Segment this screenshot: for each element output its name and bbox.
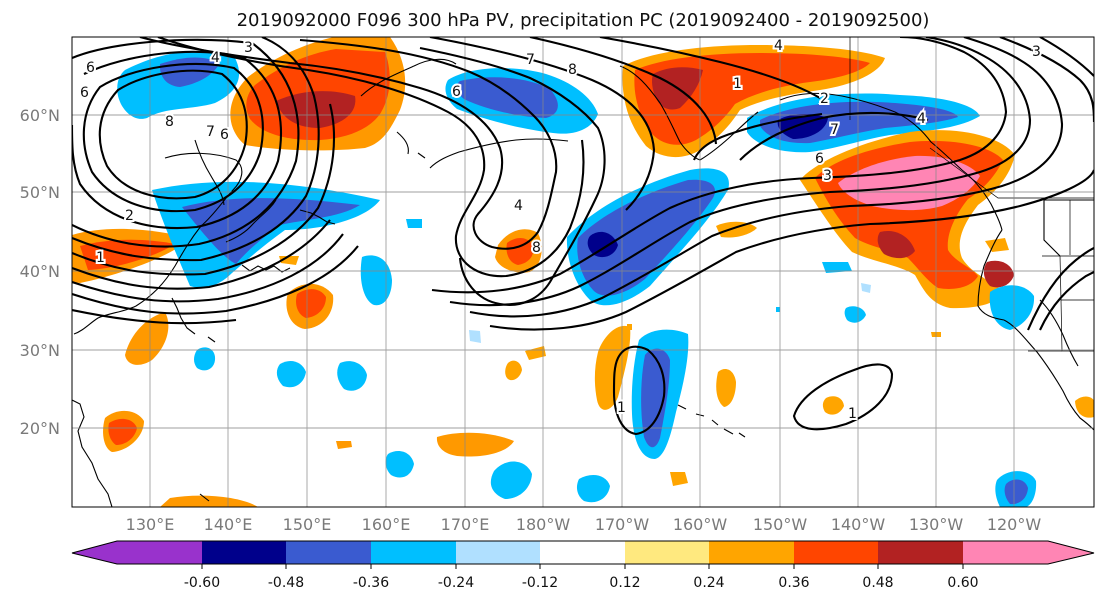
colorbar-segment xyxy=(286,541,371,564)
contour-label: 6 xyxy=(86,60,95,76)
colorbar-label: 0.60 xyxy=(947,575,978,591)
lon-label-140w: 140°W xyxy=(831,515,886,534)
colorbar-segment xyxy=(117,541,202,564)
longitude-labels: 130°E 140°E 150°E 160°E 170°E 180°W 170°… xyxy=(126,515,1042,534)
map-frame xyxy=(71,36,1095,508)
colorbar-segment xyxy=(878,541,963,564)
figure-title: 2019092000 F096 300 hPa PV, precipitatio… xyxy=(237,10,930,31)
lon-label-130e: 130°E xyxy=(126,515,175,534)
lat-label-60n: 60°N xyxy=(20,106,60,125)
contour-label: 4 xyxy=(211,50,220,66)
contour-label: 7 xyxy=(830,122,839,138)
lat-label-50n: 50°N xyxy=(20,183,60,202)
colorbar-label: -0.36 xyxy=(353,575,389,591)
lon-label-150w: 150°W xyxy=(753,515,808,534)
contour-label: 3 xyxy=(1032,44,1041,60)
contour-label: 4 xyxy=(514,198,523,214)
colorbar-segment xyxy=(540,541,625,564)
colorbar-segment xyxy=(963,541,1048,564)
lat-label-30n: 30°N xyxy=(20,341,60,360)
colorbar-segment xyxy=(72,541,117,564)
map-panel: 3 4 6 6 8 6 7 8 2 1 2 4 3 6 7 4 6 8 1 7 xyxy=(20,36,1095,534)
lon-label-130w: 130°W xyxy=(909,515,964,534)
lon-label-160w: 160°W xyxy=(673,515,728,534)
contour-labels: 3 4 6 6 8 6 7 8 2 1 2 4 3 6 7 4 6 8 1 7 xyxy=(78,37,1043,424)
contour-label: 8 xyxy=(165,114,174,130)
latitude-labels: 60°N 50°N 40°N 30°N 20°N xyxy=(20,106,60,438)
colorbar-segment xyxy=(709,541,794,564)
lon-label-160e: 160°E xyxy=(362,515,411,534)
colorbar-segment xyxy=(794,541,878,564)
colorbar-segment xyxy=(202,541,286,564)
colorbar-label: -0.12 xyxy=(522,575,558,591)
contour-label: 1 xyxy=(848,406,857,422)
contour-label: 6 xyxy=(220,127,229,143)
contour-label: 3 xyxy=(244,40,253,56)
colorbar-label: 0.36 xyxy=(778,575,809,591)
colorbar-segment xyxy=(371,541,456,564)
lon-label-170w: 170°W xyxy=(595,515,650,534)
contour-label: 6 xyxy=(452,84,461,100)
colorbar-segment xyxy=(625,541,709,564)
contour-label: 3 xyxy=(823,168,832,184)
lon-label-140e: 140°E xyxy=(204,515,253,534)
colorbar-ticks xyxy=(201,564,964,569)
colorbar-label: 0.12 xyxy=(609,575,640,591)
contour-label: 2 xyxy=(125,208,134,224)
colorbar-segment xyxy=(1048,541,1094,564)
contour-label: 8 xyxy=(568,62,577,78)
pv-contours xyxy=(72,37,1094,436)
colorbar-label: 0.24 xyxy=(693,575,724,591)
colorbar-label: -0.48 xyxy=(268,575,304,591)
lon-label-120w: 120°W xyxy=(987,515,1042,534)
colorbar-label: -0.24 xyxy=(438,575,474,591)
contour-label: 1 xyxy=(733,76,742,92)
contour-label: 7 xyxy=(206,124,215,140)
lon-label-150e: 150°E xyxy=(283,515,332,534)
contour-label: 4 xyxy=(917,111,926,127)
contour-label: 4 xyxy=(774,38,783,54)
country-borders xyxy=(849,37,1094,352)
lon-label-170e: 170°E xyxy=(441,515,490,534)
colorbar-label: -0.60 xyxy=(184,575,220,591)
contour-label: 6 xyxy=(80,85,89,101)
contour-label: 6 xyxy=(815,151,824,167)
contour-label: 1 xyxy=(617,400,626,416)
contour-label: 2 xyxy=(820,91,829,107)
lat-label-40n: 40°N xyxy=(20,262,60,281)
lon-label-180w: 180°W xyxy=(516,515,571,534)
contour-label: 8 xyxy=(532,240,541,256)
colorbar-outline xyxy=(71,540,1095,565)
colorbar-label: 0.48 xyxy=(862,575,893,591)
colorbar-segment xyxy=(456,541,540,564)
colorbar: -0.60 -0.48 -0.36 -0.24 -0.12 0.12 0.24 … xyxy=(71,540,1095,591)
contour-label: 1 xyxy=(96,250,105,266)
contour-label: 7 xyxy=(526,52,535,68)
colorbar-labels: -0.60 -0.48 -0.36 -0.24 -0.12 0.12 0.24 … xyxy=(184,575,979,591)
lat-label-20n: 20°N xyxy=(20,419,60,438)
